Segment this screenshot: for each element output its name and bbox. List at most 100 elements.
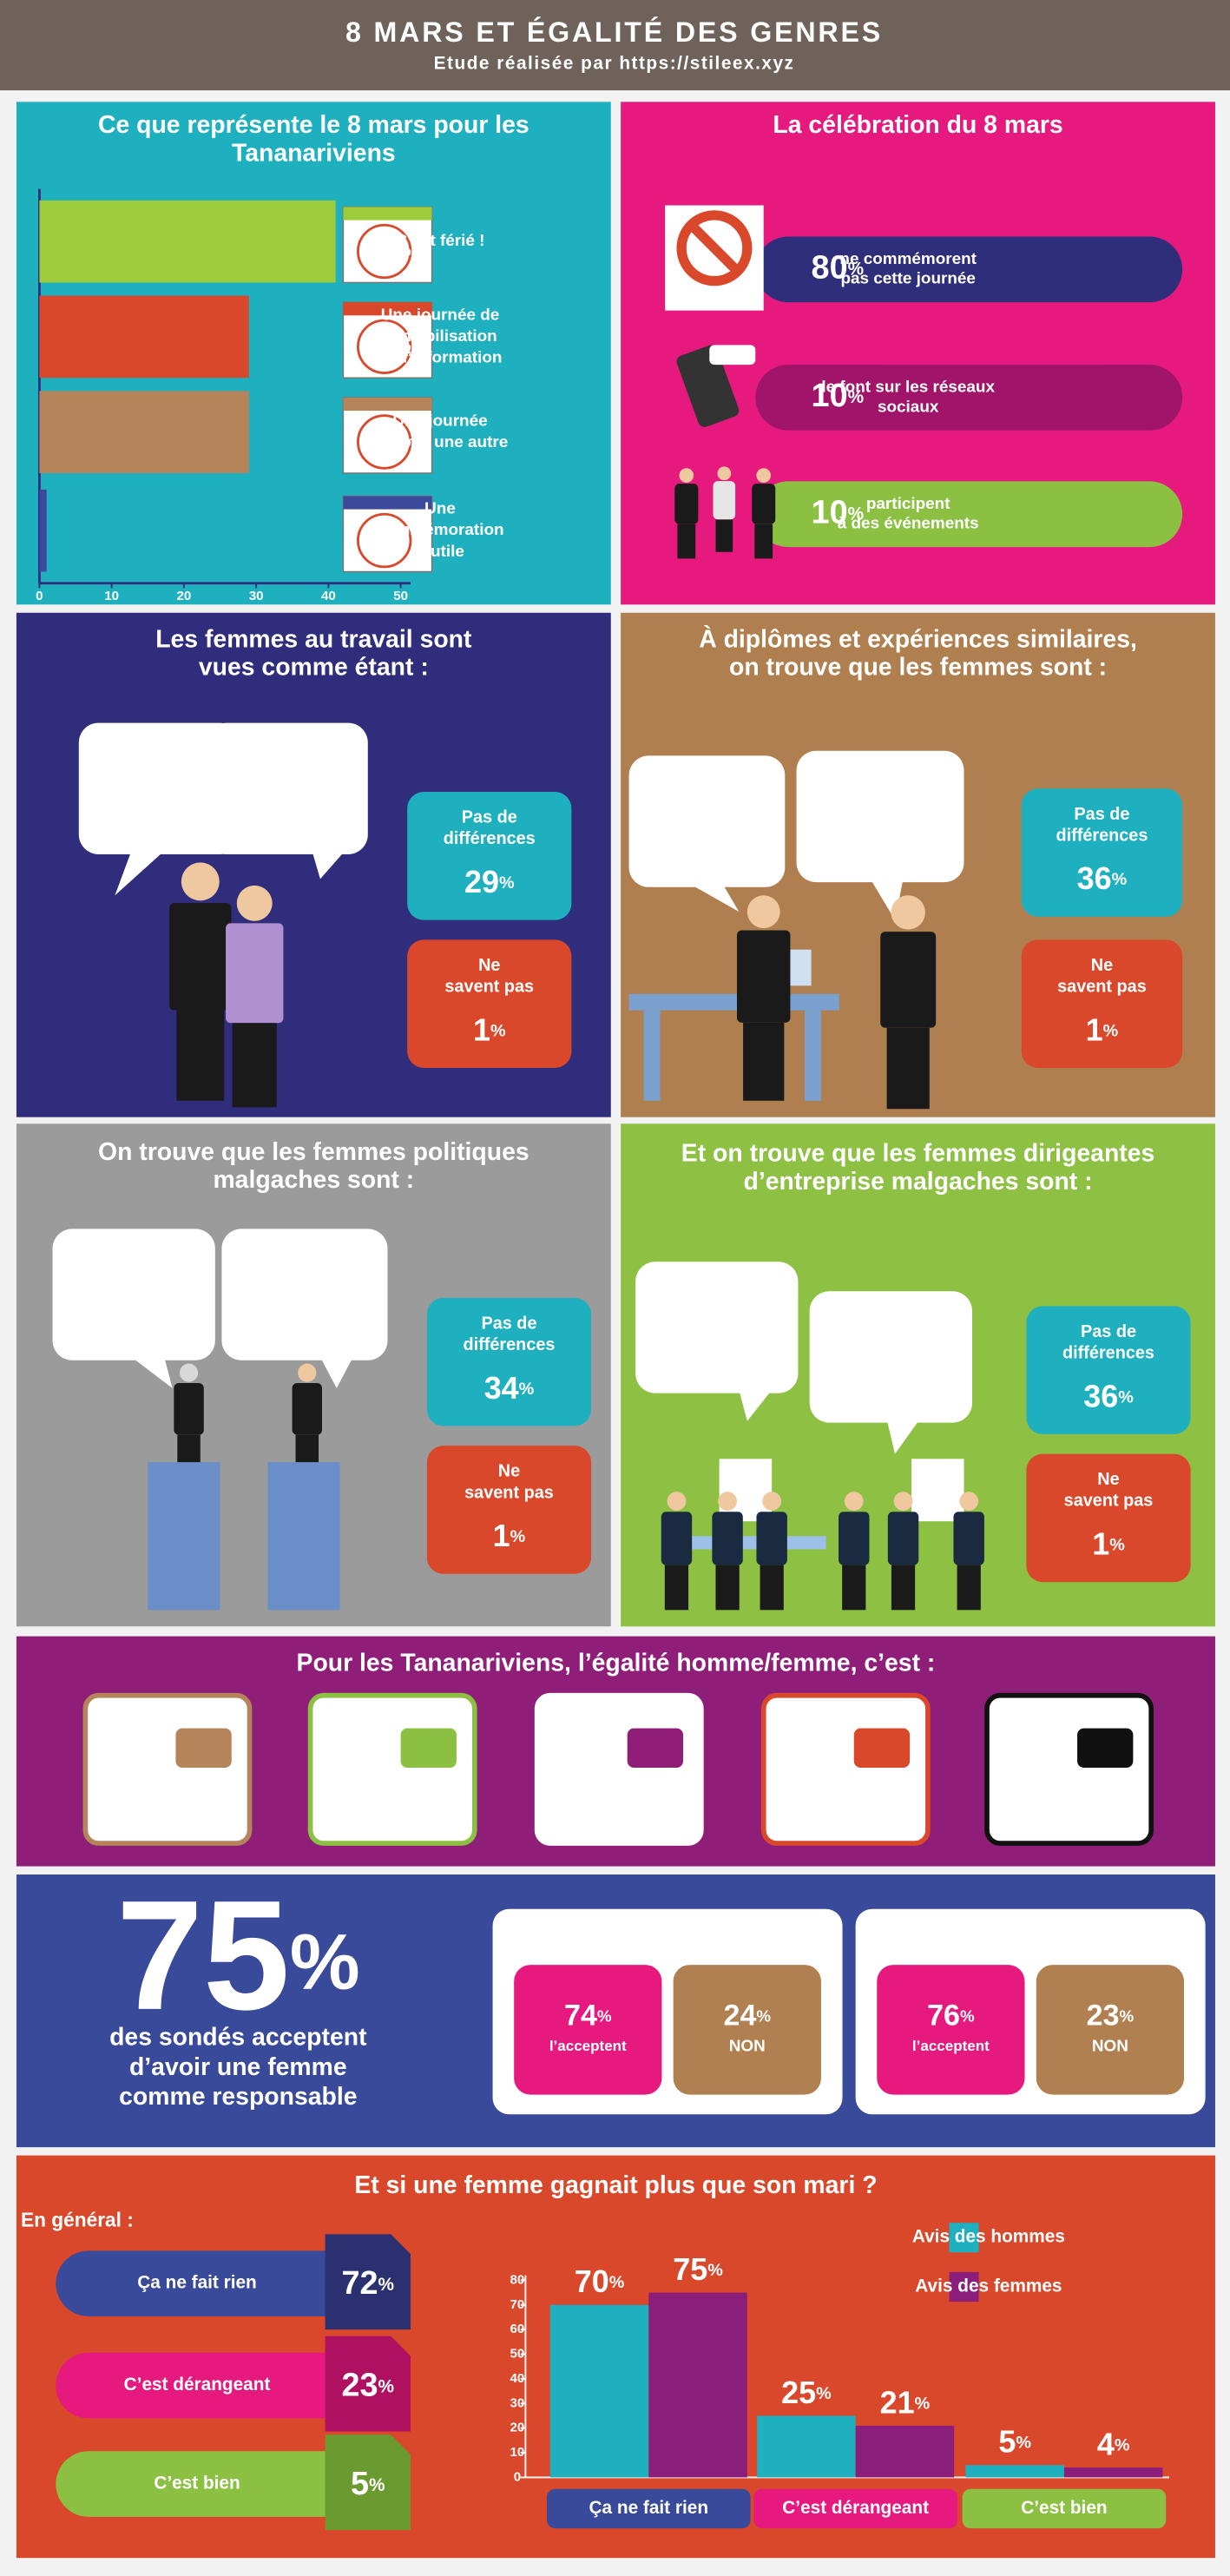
value-label: 10% bbox=[812, 494, 865, 530]
value: 50 bbox=[682, 837, 717, 873]
illustration bbox=[719, 1459, 773, 1522]
value-label: 29% bbox=[464, 864, 515, 899]
label: C’est dérangeant bbox=[124, 2375, 271, 2395]
label: 60 bbox=[510, 2322, 525, 2336]
illustration bbox=[715, 519, 733, 552]
unit: % bbox=[890, 842, 905, 861]
value-label: 1% bbox=[493, 1518, 526, 1553]
label: hommes bbox=[672, 811, 743, 830]
legend-swatch bbox=[949, 2223, 979, 2253]
unit: % bbox=[143, 1321, 159, 1340]
value-box bbox=[325, 2336, 411, 2432]
label: à des événements bbox=[838, 515, 979, 533]
label: L’égalité bbox=[135, 1786, 201, 1804]
value-label: 36% bbox=[1077, 860, 1128, 896]
label: que les bbox=[258, 758, 317, 777]
label: Une journée bbox=[392, 412, 487, 430]
value-label: 75% bbox=[116, 1868, 360, 2043]
label: différences bbox=[463, 1335, 555, 1354]
label: rôles sociaux bbox=[1016, 1808, 1121, 1826]
value: 21 bbox=[880, 2384, 915, 2420]
illustration bbox=[891, 1565, 916, 1611]
category-pill bbox=[962, 2488, 1167, 2529]
illustration bbox=[677, 524, 696, 559]
unit: % bbox=[960, 2007, 975, 2026]
value: 34 bbox=[484, 1369, 519, 1405]
label: Pour les Tananariviens, l’égalité homme/… bbox=[297, 1649, 936, 1677]
label: L’égalité bbox=[586, 1786, 652, 1804]
label: Moins bbox=[109, 1243, 159, 1262]
bubble bbox=[221, 1229, 388, 1360]
label: Mieux payées bbox=[824, 765, 936, 784]
unit: % bbox=[597, 2007, 612, 2026]
bubble-tail bbox=[886, 1419, 920, 1454]
label: savent pas bbox=[464, 1483, 554, 1502]
label: Ça ne fait rien bbox=[137, 2273, 257, 2293]
illustration bbox=[805, 1010, 821, 1101]
bubble bbox=[78, 722, 240, 854]
label: On trouve que les femmes politiques bbox=[98, 1138, 529, 1166]
unit: % bbox=[1032, 1741, 1048, 1760]
unit: % bbox=[290, 1919, 360, 2006]
pill bbox=[755, 365, 1183, 431]
calendar-top bbox=[343, 496, 432, 510]
label: hommes bbox=[252, 779, 323, 798]
unit: % bbox=[397, 336, 411, 354]
illustration bbox=[756, 468, 772, 483]
value-label: 13% bbox=[783, 1731, 833, 1767]
label: convaincantes bbox=[245, 1264, 365, 1283]
label: C’est bien bbox=[154, 2474, 240, 2494]
unit: % bbox=[365, 1741, 380, 1760]
label: Plus bbox=[286, 1243, 323, 1262]
value: 25 bbox=[781, 2374, 816, 2409]
label: 50 bbox=[393, 589, 408, 603]
page-title: 8 MARS ET ÉGALITÉ DES GENRES bbox=[345, 16, 883, 48]
bar bbox=[39, 200, 336, 283]
label: hommes bbox=[845, 807, 916, 826]
value: 14 bbox=[556, 1731, 591, 1767]
label: NON bbox=[729, 2038, 766, 2056]
value: 1 bbox=[473, 1011, 490, 1047]
illustration bbox=[886, 1027, 930, 1110]
label: La célébration du 8 mars bbox=[773, 111, 1062, 139]
bubble-tail bbox=[312, 851, 345, 880]
icon bbox=[400, 1728, 457, 1769]
bar bbox=[39, 391, 249, 473]
value-label: 28% bbox=[262, 804, 312, 840]
label: on trouve que les femmes sont : bbox=[729, 654, 1107, 682]
label: À diplômes et expériences similaires, bbox=[699, 625, 1137, 653]
calendar-ring bbox=[357, 223, 412, 280]
value-label: 42% bbox=[135, 804, 185, 840]
bubble bbox=[809, 1291, 972, 1423]
pill bbox=[56, 2451, 368, 2517]
illustration bbox=[887, 1512, 919, 1565]
label: Pour les femmes bbox=[944, 1926, 1115, 1949]
unit: % bbox=[519, 1380, 535, 1399]
label: 30 bbox=[510, 2395, 525, 2410]
unit: % bbox=[499, 873, 515, 893]
box bbox=[1021, 939, 1183, 1068]
value-label: 12% bbox=[855, 833, 905, 868]
value: 75 bbox=[673, 2250, 707, 2286]
value-label: 5% bbox=[351, 2466, 385, 2502]
bubble-tail bbox=[115, 851, 165, 896]
label: des sondés acceptent bbox=[109, 2024, 367, 2052]
value: 28 bbox=[262, 804, 297, 840]
value: 1 bbox=[372, 523, 389, 556]
unit: % bbox=[378, 2376, 394, 2396]
bar bbox=[965, 2465, 1064, 2478]
label: Plus bbox=[872, 1306, 909, 1325]
unit: % bbox=[1115, 2436, 1130, 2455]
unit: % bbox=[1016, 2434, 1031, 2453]
value-box bbox=[325, 2234, 411, 2330]
label: 0 bbox=[514, 2469, 521, 2484]
label: savent pas bbox=[1057, 977, 1147, 996]
illustration bbox=[880, 932, 937, 1028]
value-box bbox=[325, 2434, 411, 2531]
unit: % bbox=[1112, 870, 1128, 889]
illustration bbox=[661, 1512, 693, 1565]
label: inutile bbox=[416, 543, 464, 561]
bar bbox=[39, 295, 249, 379]
bubble bbox=[52, 1229, 215, 1360]
unit: % bbox=[490, 1022, 506, 1041]
